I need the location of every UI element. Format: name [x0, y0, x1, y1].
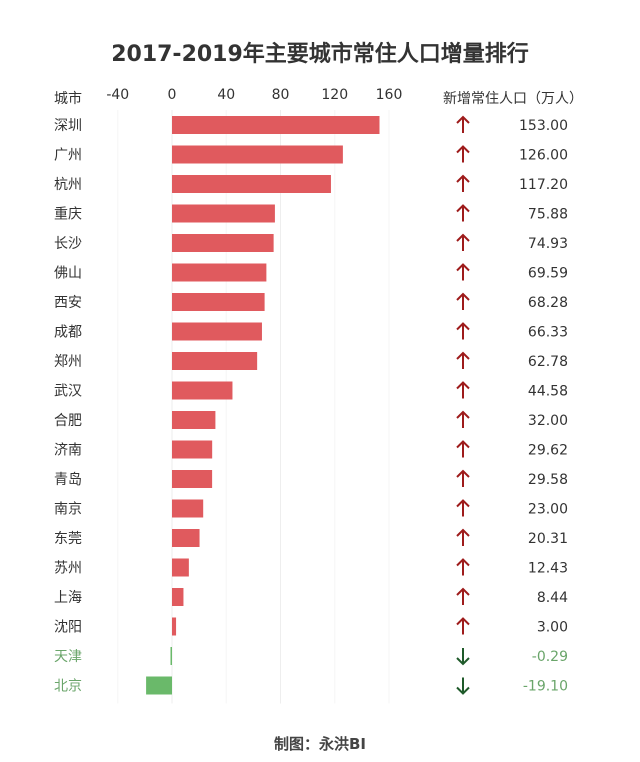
bar: [172, 145, 343, 164]
category-label: 佛山: [54, 266, 82, 282]
arrow-up-icon: [456, 617, 470, 635]
bar: [172, 293, 265, 311]
arrow-down-icon: [456, 648, 470, 666]
value-header: 新增常住人口（万人）: [443, 91, 583, 107]
arrow-up-icon: [456, 351, 470, 369]
category-label: 天津: [54, 649, 82, 665]
bar: [172, 470, 213, 488]
category-label: 重庆: [54, 207, 82, 223]
arrow-up-icon: [456, 322, 470, 340]
arrow-up-icon: [456, 558, 470, 576]
x-tick-label: 80: [272, 87, 290, 103]
arrow-up-icon: [456, 381, 470, 399]
category-label: 苏州: [54, 561, 82, 577]
arrow-up-icon: [456, 410, 470, 428]
bar: [172, 558, 189, 577]
value-label: 117.20: [519, 177, 568, 193]
bar: [172, 381, 233, 400]
arrow-up-icon: [456, 263, 470, 281]
bar: [172, 322, 262, 341]
bar: [172, 175, 331, 193]
category-label: 郑州: [54, 354, 82, 370]
category-label: 南京: [54, 502, 82, 518]
arrow-up-icon: [456, 528, 470, 546]
bar: [170, 647, 172, 665]
value-label: 69.59: [528, 266, 568, 282]
value-label: 75.88: [528, 207, 568, 223]
arrow-up-icon: [456, 499, 470, 517]
bar: [172, 411, 216, 429]
category-label: 深圳: [54, 118, 82, 134]
category-label: 济南: [54, 443, 82, 459]
arrow-up-icon: [456, 204, 470, 222]
value-label: 66.33: [528, 325, 568, 341]
value-label: 23.00: [528, 502, 568, 518]
arrow-up-icon: [456, 292, 470, 310]
bar: [172, 263, 267, 282]
bar: [172, 116, 380, 134]
value-label: 68.28: [528, 295, 568, 311]
bar: [172, 234, 274, 252]
bar: [172, 352, 258, 370]
value-label: 3.00: [537, 620, 568, 636]
arrow-up-icon: [456, 440, 470, 458]
chart-credit: 制图：永洪BI: [273, 735, 366, 753]
value-label: -0.29: [532, 649, 568, 665]
value-label: 29.58: [528, 472, 568, 488]
value-label: 62.78: [528, 354, 568, 370]
arrow-down-icon: [456, 677, 470, 695]
bar: [172, 204, 275, 223]
category-label: 上海: [54, 590, 82, 606]
value-label: -19.10: [523, 679, 568, 695]
category-label: 杭州: [54, 177, 82, 193]
value-label: 32.00: [528, 413, 568, 429]
arrow-up-icon: [456, 469, 470, 487]
category-label: 武汉: [54, 384, 82, 400]
bar: [172, 588, 184, 606]
x-tick-label: 160: [376, 87, 403, 103]
category-label: 沈阳: [54, 620, 82, 636]
value-label: 29.62: [528, 443, 568, 459]
category-label: 成都: [54, 325, 82, 341]
arrow-up-icon: [456, 145, 470, 163]
category-label: 青岛: [54, 472, 82, 488]
bar: [172, 499, 204, 518]
arrow-up-icon: [456, 174, 470, 192]
x-tick-label: -40: [106, 87, 129, 103]
arrow-up-icon: [456, 233, 470, 251]
chart-title: 2017-2019年主要城市常住人口增量排行: [111, 42, 529, 67]
x-tick-label: 40: [217, 87, 235, 103]
bar: [172, 617, 177, 636]
category-header: 城市: [54, 90, 82, 107]
value-label: 8.44: [537, 590, 568, 606]
bar: [172, 440, 213, 459]
value-label: 20.31: [528, 531, 568, 547]
arrow-up-icon: [456, 587, 470, 605]
value-label: 126.00: [519, 148, 568, 164]
x-tick-label: 120: [321, 87, 348, 103]
category-label: 北京: [54, 679, 82, 695]
value-label: 44.58: [528, 384, 568, 400]
category-label: 长沙: [54, 236, 82, 252]
bar: [172, 529, 200, 547]
arrow-up-icon: [456, 115, 470, 133]
bar: [146, 676, 172, 695]
value-label: 153.00: [519, 118, 568, 134]
x-tick-label: 0: [168, 87, 177, 103]
category-label: 东莞: [54, 531, 82, 547]
value-label: 12.43: [528, 561, 568, 577]
category-label: 西安: [54, 295, 82, 311]
category-label: 广州: [54, 148, 82, 164]
value-label: 74.93: [528, 236, 568, 252]
category-label: 合肥: [54, 413, 82, 429]
